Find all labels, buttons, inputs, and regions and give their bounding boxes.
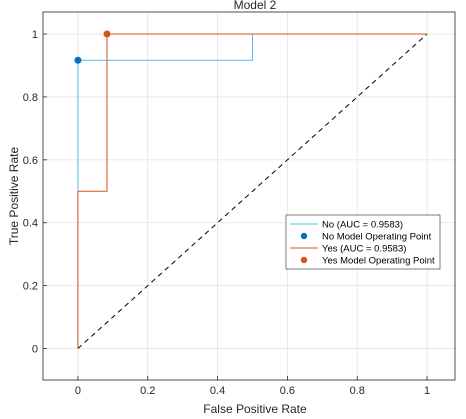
plot-area	[74, 30, 428, 349]
grid	[43, 12, 455, 380]
y-tick-label: 0.8	[23, 92, 38, 104]
operating-point-0	[74, 56, 82, 64]
legend-label: Yes (AUC = 0.9583)	[322, 244, 406, 255]
roc-line-series-1	[77, 33, 428, 349]
y-tick-label: 1	[32, 29, 38, 41]
legend-label: Yes Model Operating Point	[322, 256, 435, 267]
legend-dot-swatch	[300, 256, 308, 264]
y-tick-label: 0.2	[23, 281, 38, 293]
chart-title: Model 2	[234, 0, 277, 12]
x-tick-label: 0.6	[280, 385, 295, 397]
y-axis-ticks: 0 0.2 0.4 0.6 0.8 1	[23, 29, 47, 356]
plot-frame	[42, 11, 456, 381]
x-tick-label: 0.4	[210, 385, 225, 397]
y-tick-label: 0	[32, 344, 38, 356]
x-axis-ticks: 0 0.2 0.4 0.6 0.8 1	[75, 376, 430, 397]
x-tick-label: 0	[75, 385, 81, 397]
reference-diagonal-line	[77, 33, 428, 349]
y-tick-label: 0.4	[23, 218, 38, 230]
y-tick-label: 0.6	[23, 155, 38, 167]
legend-label: No Model Operating Point	[322, 232, 432, 243]
x-tick-label: 0.2	[140, 385, 155, 397]
y-axis-label: True Positive Rate	[7, 147, 21, 246]
legend-dot-swatch	[300, 232, 308, 240]
legend: No (AUC = 0.9583)No Model Operating Poin…	[285, 214, 441, 270]
x-axis-label: False Positive Rate	[203, 402, 307, 416]
legend-label: No (AUC = 0.9583)	[322, 220, 403, 231]
operating-point-1	[103, 30, 111, 38]
x-tick-label: 0.8	[350, 385, 365, 397]
x-tick-label: 1	[424, 385, 430, 397]
